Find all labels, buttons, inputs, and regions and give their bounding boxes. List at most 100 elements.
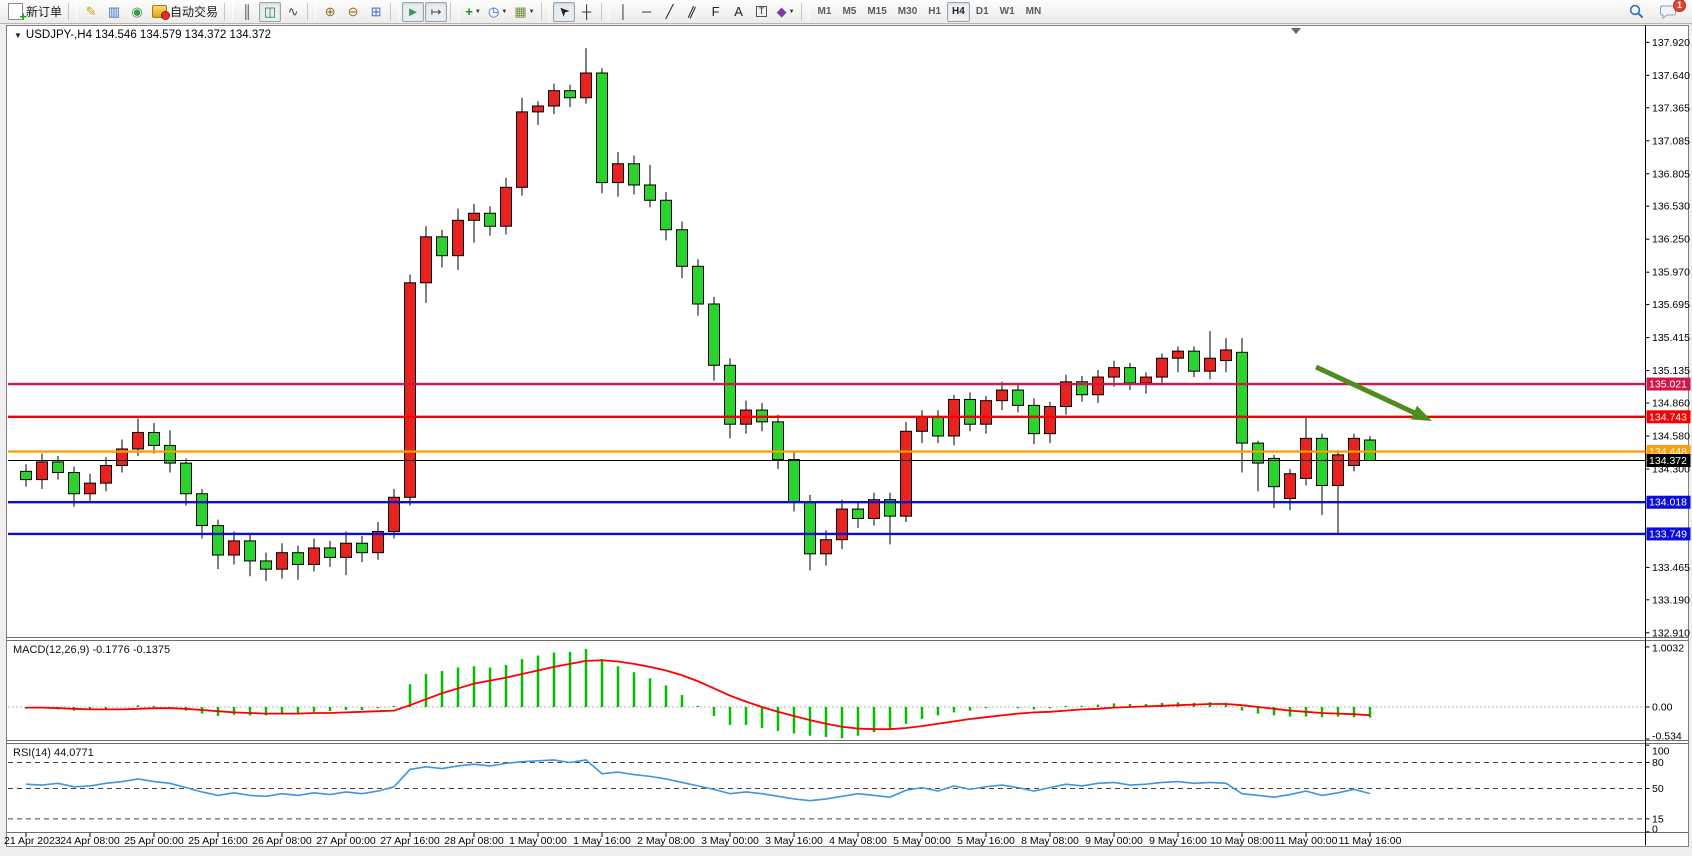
time-tick-label: 2 May 08:00	[637, 835, 695, 847]
vertical-line-button[interactable]: │	[613, 2, 635, 22]
candle	[1268, 457, 1280, 488]
fibonacci-button[interactable]: F	[705, 2, 727, 22]
period-w1[interactable]: W1	[999, 6, 1015, 17]
period-m5[interactable]: M5	[842, 6, 857, 17]
market-panel-button[interactable]: ▥	[103, 2, 125, 22]
time-tick-label: 28 Apr 08:00	[444, 835, 504, 847]
trendline-button[interactable]: ╱	[659, 2, 681, 22]
candle	[1028, 404, 1040, 435]
search-icon	[1629, 4, 1643, 19]
period-m1[interactable]: M1	[817, 6, 832, 17]
main-toolbar: + 新订单 ✎ ▥ ◉ 自动交易 ║ ◫ ∿ ⊕ ⊖ ⊞ ► ↦ + ▼ ◷ ▼ ▦ ▼ ➤ ┼ │ ─ ╱ ∥ F A T ◆ ▼ M1 …	[0, 0, 1692, 24]
candle	[228, 540, 240, 556]
chart-shift-marker[interactable]	[1291, 28, 1301, 34]
style-pen-button[interactable]: ✎	[80, 2, 102, 22]
period-h1[interactable]: H1	[928, 6, 942, 17]
candle	[1092, 376, 1104, 396]
toolbar-separator	[600, 2, 610, 21]
period-m30[interactable]: M30	[897, 6, 918, 17]
period-m15[interactable]: M15	[867, 6, 887, 17]
candle	[68, 472, 80, 495]
toolbar-separator	[307, 2, 317, 21]
zoom-in-button[interactable]: ⊕	[319, 2, 341, 22]
text-label-button[interactable]: T	[751, 2, 773, 22]
price-tick-label: 136.530	[1652, 201, 1690, 213]
time-tick-label: 5 May 00:00	[893, 835, 951, 847]
period-h4[interactable]: H4	[947, 1, 970, 22]
candle	[580, 72, 592, 99]
search-button[interactable]	[1625, 2, 1647, 22]
price-badge	[1646, 527, 1691, 541]
dropdown-caret-icon[interactable]: ▼	[474, 8, 481, 15]
candle	[916, 416, 928, 432]
trend-arrow-head[interactable]	[1410, 405, 1432, 421]
period-mn[interactable]: MN	[1025, 6, 1042, 17]
candle	[500, 186, 512, 227]
autotrading-icon	[152, 5, 171, 20]
templates-button[interactable]: ▦ ▼	[511, 2, 537, 22]
chart-window[interactable]	[6, 25, 1689, 847]
rsi-scale-label: 15	[1652, 813, 1664, 825]
dropdown-caret-icon[interactable]: ▼	[788, 8, 795, 15]
line-chart-button[interactable]: ∿	[282, 2, 304, 22]
candle	[116, 448, 128, 466]
zoom-out-button[interactable]: ⊖	[342, 2, 364, 22]
price-tick-label: 136.805	[1652, 168, 1690, 180]
candle	[1172, 350, 1184, 359]
candle	[628, 163, 640, 186]
bar-chart-button[interactable]: ║	[236, 2, 258, 22]
candle	[932, 416, 944, 437]
chat-button[interactable]: 1	[1657, 0, 1686, 22]
horizontal-line-button[interactable]: ─	[636, 2, 658, 22]
candle	[196, 493, 208, 527]
text-button[interactable]: A	[728, 2, 750, 22]
dropdown-caret-icon[interactable]: ▼	[528, 8, 535, 15]
candle	[964, 398, 976, 425]
timeframes-button[interactable]: ◷ ▼	[485, 2, 510, 22]
crosshair-button[interactable]: ┼	[576, 2, 598, 22]
candle	[692, 265, 704, 305]
candle	[292, 552, 304, 565]
candle	[516, 111, 528, 188]
candle	[84, 482, 96, 495]
macd-scale-label: 1.0032	[1652, 643, 1684, 655]
auto-scroll-button[interactable]: ►	[402, 1, 425, 22]
candle	[308, 547, 320, 565]
time-tick-label: 27 Apr 16:00	[380, 835, 440, 847]
tile-windows-button[interactable]: ⊞	[365, 2, 387, 22]
price-badge-label: 134.372	[1649, 455, 1687, 467]
symbol-dropdown-icon[interactable]: ▼	[14, 30, 22, 40]
trend-arrow-annotation[interactable]	[1314, 364, 1419, 417]
time-tick-label: 24 Apr 08:00	[60, 835, 120, 847]
arrows-button[interactable]: ◆ ▼	[774, 2, 798, 22]
horizontal-line-icon: ─	[641, 4, 652, 19]
indicators-button[interactable]: + ▼	[462, 2, 484, 22]
new-order-button[interactable]: + 新订单	[5, 2, 65, 23]
signals-icon: ◉	[131, 4, 143, 19]
candle	[148, 431, 160, 446]
candlestick-chart-button[interactable]: ◫	[259, 1, 282, 22]
candle	[1204, 357, 1216, 372]
dropdown-caret-icon[interactable]: ▼	[501, 8, 508, 15]
new-order-label: 新订单	[26, 4, 63, 19]
candle	[788, 459, 800, 503]
price-tick-label: 136.250	[1652, 234, 1690, 246]
time-tick-label: 27 Apr 00:00	[316, 835, 376, 847]
candle	[1236, 351, 1248, 444]
chart-title-text: USDJPY-,H4 134.546 134.579 134.372 134.3…	[25, 29, 272, 41]
indicators-icon: +	[465, 4, 473, 19]
price-tick-label: 134.860	[1652, 398, 1690, 410]
candlestick-chart-icon: ◫	[263, 4, 277, 19]
chart-shift-button[interactable]: ↦	[425, 1, 448, 22]
macd-scale-label: -0.534	[1652, 731, 1682, 743]
period-d1[interactable]: D1	[975, 6, 989, 17]
equidistant-channel-button[interactable]: ∥	[682, 2, 704, 22]
candle	[836, 508, 848, 541]
signals-button[interactable]: ◉	[126, 2, 148, 22]
toolbar-separator	[224, 2, 234, 21]
candle	[820, 539, 832, 555]
cursor-button[interactable]: ➤	[552, 1, 575, 22]
autotrading-button[interactable]: 自动交易	[149, 2, 221, 22]
